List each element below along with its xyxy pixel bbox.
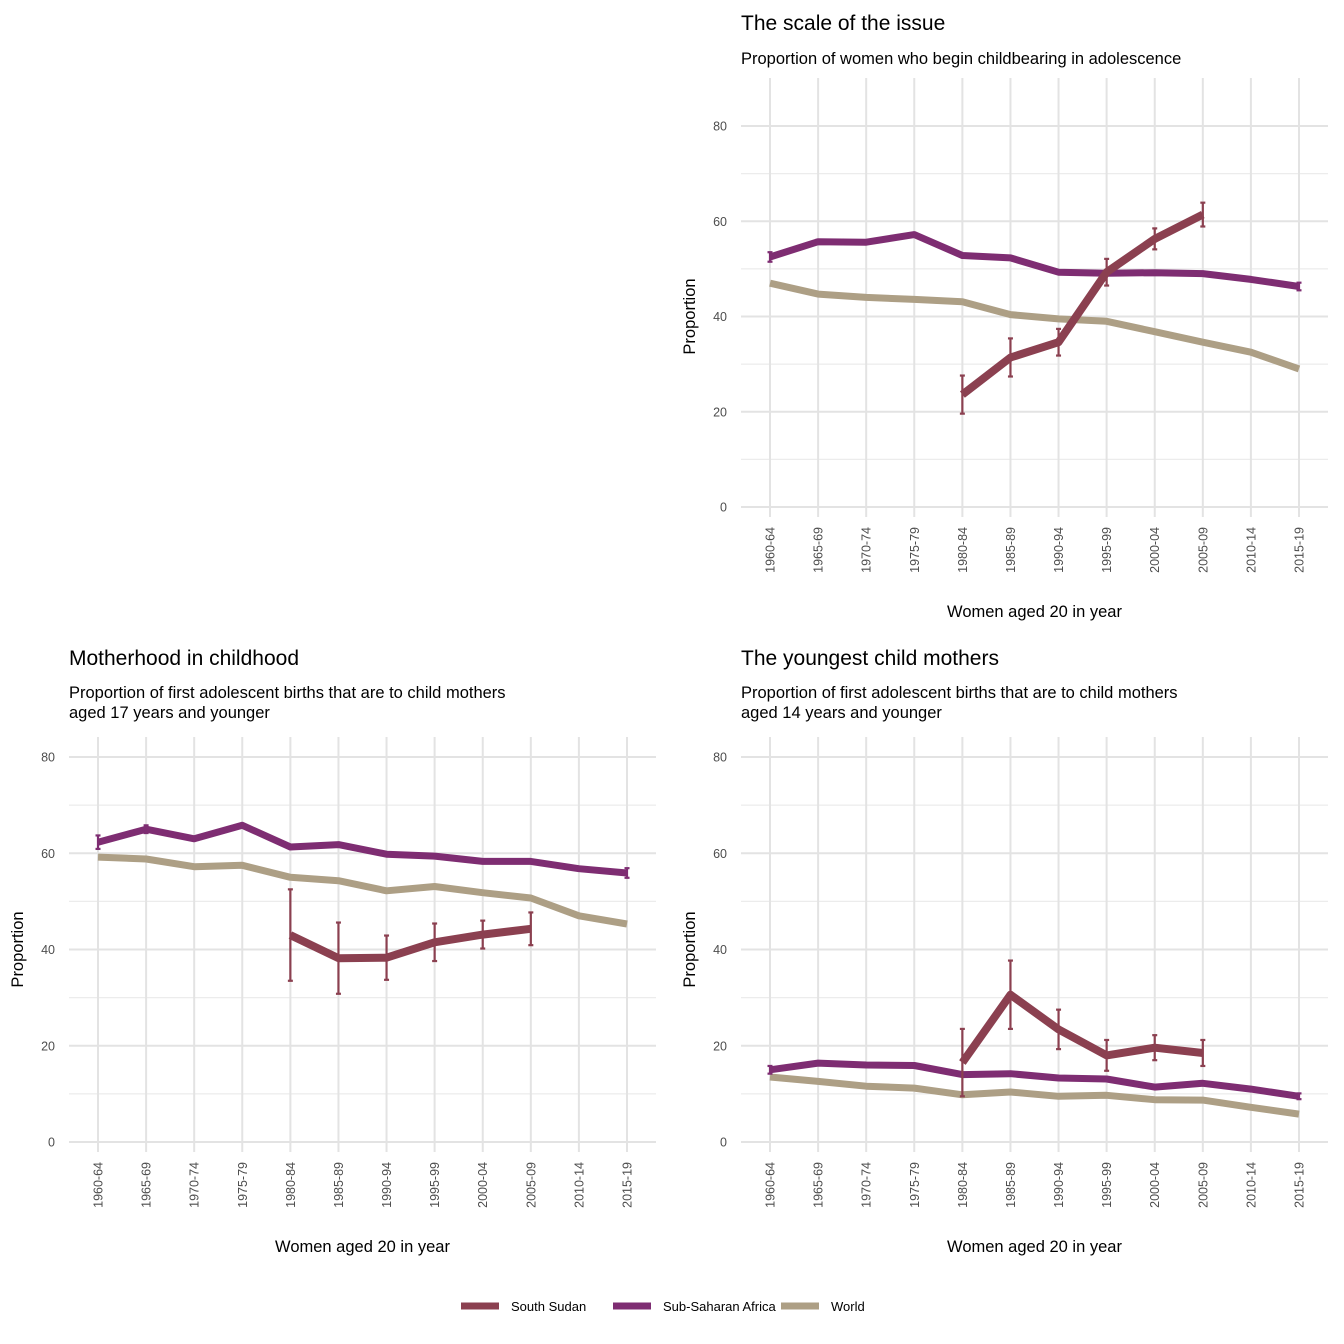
x-tick-label: 2005-09 bbox=[1196, 527, 1210, 573]
x-tick-label: 1985-89 bbox=[1004, 1162, 1018, 1208]
chart-subtitle: Proportion of first adolescent births th… bbox=[741, 684, 1178, 702]
legend: South Sudan Sub-Saharan Africa World bbox=[461, 1299, 865, 1314]
y-tick-label: 40 bbox=[41, 943, 55, 957]
y-tick-label: 60 bbox=[41, 847, 55, 861]
x-tick-label: 2010-14 bbox=[1244, 1162, 1258, 1208]
series-south-sudan bbox=[959, 201, 1206, 415]
x-tick-label: 1995-99 bbox=[1100, 1162, 1114, 1208]
x-tick-label: 2005-09 bbox=[524, 1162, 538, 1208]
x-tick-label: 1975-79 bbox=[236, 1162, 250, 1208]
x-tick-label: 1965-69 bbox=[812, 527, 826, 573]
y-tick-label: 60 bbox=[713, 847, 727, 861]
y-tick-label: 60 bbox=[713, 215, 727, 229]
series-world bbox=[769, 1073, 1300, 1118]
chart-title: The scale of the issue bbox=[741, 12, 945, 35]
series-line-world bbox=[97, 853, 628, 928]
legend-label: Sub-Saharan Africa bbox=[663, 1299, 777, 1314]
x-tick-label: 1985-89 bbox=[1004, 527, 1018, 573]
legend-label: World bbox=[831, 1299, 865, 1314]
x-tick-label: 2010-14 bbox=[572, 1162, 586, 1208]
x-tick-label: 1990-94 bbox=[380, 1162, 394, 1208]
y-axis-label: Proportion bbox=[681, 911, 699, 987]
x-tick-label: 1960-64 bbox=[92, 1162, 106, 1208]
legend-item: World bbox=[781, 1299, 865, 1314]
x-tick-label: 2015-19 bbox=[621, 1162, 635, 1208]
series-line-sub-saharan-africa bbox=[768, 231, 1300, 290]
y-tick-label: 40 bbox=[713, 310, 727, 324]
series-line-world bbox=[769, 1073, 1300, 1118]
series-sub-saharan-africa bbox=[767, 1059, 1302, 1101]
series-line-world bbox=[769, 279, 1301, 373]
chart-panel-1: The scale of the issue Proportion of wome… bbox=[681, 12, 1328, 621]
x-tick-label: 1980-84 bbox=[956, 1162, 970, 1208]
x-tick-label: 2015-19 bbox=[1293, 1162, 1307, 1208]
y-tick-label: 80 bbox=[713, 751, 727, 765]
series-line-south-sudan bbox=[959, 990, 1204, 1065]
x-tick-label: 1960-64 bbox=[764, 1162, 778, 1208]
y-tick-label: 0 bbox=[720, 501, 727, 515]
y-tick-label: 80 bbox=[713, 120, 727, 134]
series-south-sudan bbox=[959, 959, 1206, 1098]
y-tick-label: 20 bbox=[41, 1039, 55, 1053]
chart-title: Motherhood in childhood bbox=[69, 647, 299, 670]
x-tick-label: 1965-69 bbox=[140, 1162, 154, 1208]
x-tick-label: 2000-04 bbox=[476, 1162, 490, 1208]
chart-subtitle: aged 17 years and younger bbox=[69, 704, 270, 722]
series-sub-saharan-africa bbox=[95, 821, 630, 879]
series-sub-saharan-africa bbox=[767, 231, 1302, 292]
chart-subtitle: aged 14 years and younger bbox=[741, 704, 942, 722]
x-tick-label: 1970-74 bbox=[860, 1162, 874, 1208]
y-tick-label: 20 bbox=[713, 1039, 727, 1053]
x-tick-label: 1960-64 bbox=[764, 527, 778, 573]
x-tick-label: 2015-19 bbox=[1293, 527, 1307, 573]
x-tick-label: 1980-84 bbox=[284, 1162, 298, 1208]
x-axis-label: Women aged 20 in year bbox=[947, 1238, 1122, 1256]
x-tick-label: 1965-69 bbox=[812, 1162, 826, 1208]
x-tick-label: 2000-04 bbox=[1148, 527, 1162, 573]
chart-panel-2: Motherhood in childhood Proportion of fir… bbox=[9, 647, 656, 1256]
x-tick-label: 2005-09 bbox=[1196, 1162, 1210, 1208]
x-tick-label: 1995-99 bbox=[428, 1162, 442, 1208]
series-line-south-sudan bbox=[959, 211, 1205, 398]
x-axis-label: Women aged 20 in year bbox=[947, 603, 1122, 621]
gridlines bbox=[69, 737, 656, 1152]
x-tick-label: 1975-79 bbox=[908, 527, 922, 573]
x-axis-label: Women aged 20 in year bbox=[275, 1238, 450, 1256]
legend-item: Sub-Saharan Africa bbox=[613, 1299, 777, 1314]
series-world bbox=[97, 853, 628, 928]
series-world bbox=[769, 279, 1301, 373]
y-tick-label: 20 bbox=[713, 405, 727, 419]
chart-title: The youngest child mothers bbox=[741, 647, 999, 670]
x-tick-label: 1970-74 bbox=[188, 1162, 202, 1208]
y-tick-label: 80 bbox=[41, 751, 55, 765]
x-tick-label: 1990-94 bbox=[1052, 1162, 1066, 1208]
y-tick-label: 40 bbox=[713, 943, 727, 957]
y-tick-label: 0 bbox=[720, 1136, 727, 1150]
gridlines bbox=[741, 737, 1328, 1152]
series-line-sub-saharan-africa bbox=[769, 1059, 1300, 1100]
chart-panel-3: The youngest child mothers Proportion of … bbox=[681, 647, 1328, 1256]
series-line-sub-saharan-africa bbox=[97, 821, 628, 877]
x-tick-label: 1975-79 bbox=[908, 1162, 922, 1208]
x-tick-label: 1985-89 bbox=[332, 1162, 346, 1208]
y-tick-label: 0 bbox=[48, 1136, 55, 1150]
chart-subtitle: Proportion of first adolescent births th… bbox=[69, 684, 506, 702]
legend-item: South Sudan bbox=[461, 1299, 586, 1314]
series-south-sudan bbox=[287, 888, 534, 995]
x-tick-label: 1980-84 bbox=[956, 527, 970, 573]
x-tick-label: 1970-74 bbox=[860, 527, 874, 573]
x-tick-label: 2010-14 bbox=[1244, 527, 1258, 573]
series-line-south-sudan bbox=[288, 924, 532, 963]
x-tick-label: 1990-94 bbox=[1052, 527, 1066, 573]
legend-label: South Sudan bbox=[511, 1299, 586, 1314]
y-axis-label: Proportion bbox=[681, 278, 699, 354]
x-tick-label: 2000-04 bbox=[1148, 1162, 1162, 1208]
x-tick-label: 1995-99 bbox=[1100, 527, 1114, 573]
chart-subtitle: Proportion of women who begin childbeari… bbox=[741, 50, 1181, 68]
y-axis-label: Proportion bbox=[9, 911, 27, 987]
